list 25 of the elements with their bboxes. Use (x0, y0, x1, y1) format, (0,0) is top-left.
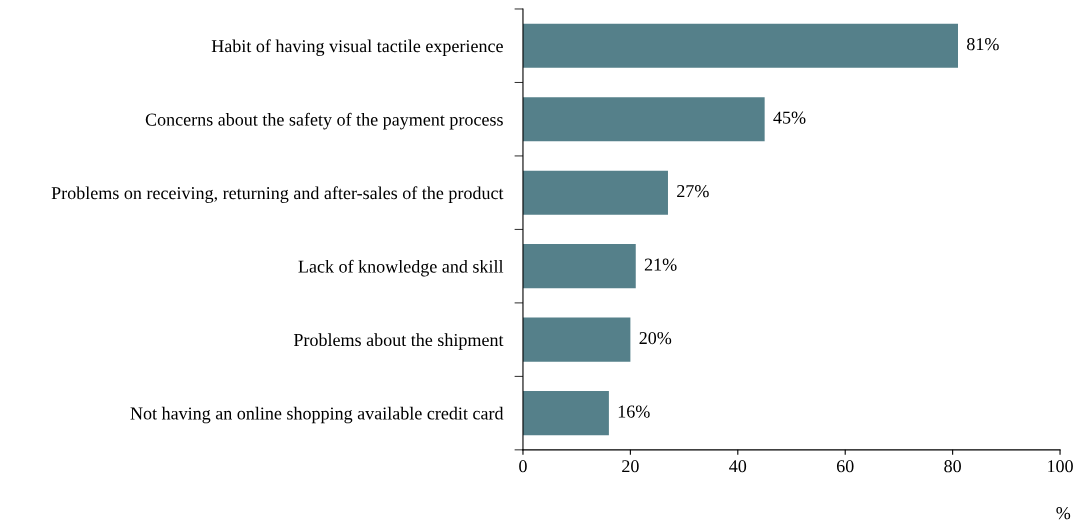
data-label: 81% (967, 38, 999, 51)
data-label: 27% (677, 185, 709, 198)
x-tick-label: 60 (836, 460, 854, 473)
x-tick-label: 0 (519, 460, 527, 473)
x-tick-label: 40 (729, 460, 747, 473)
y-tick-label: Concerns about the safety of the payment process (145, 112, 503, 130)
bar (522, 317, 631, 362)
bar (522, 170, 668, 215)
data-label: 21% (644, 258, 677, 271)
bar (522, 97, 765, 142)
data-label: 20% (639, 331, 672, 345)
bar (522, 23, 958, 68)
y-tick-label: Not having an online shopping available credit card (130, 406, 504, 424)
y-tick-label: Problems about the shipment (293, 333, 504, 350)
y-tick-label: Problems on receiving, returning and after-sales of the product (51, 186, 504, 203)
x-tick-label: 20 (622, 460, 639, 473)
x-tick-label: 80 (944, 460, 961, 473)
bar (522, 391, 609, 436)
x-axis-title: % (1056, 507, 1071, 520)
data-label: 16% (618, 405, 650, 418)
x-tick-label: 100 (1048, 460, 1073, 473)
y-tick-label: Habit of having visual tactile experience (211, 39, 503, 56)
data-label: 45% (773, 111, 806, 124)
y-tick-label: Lack of knowledge and skill (298, 259, 504, 277)
bar (522, 244, 636, 289)
